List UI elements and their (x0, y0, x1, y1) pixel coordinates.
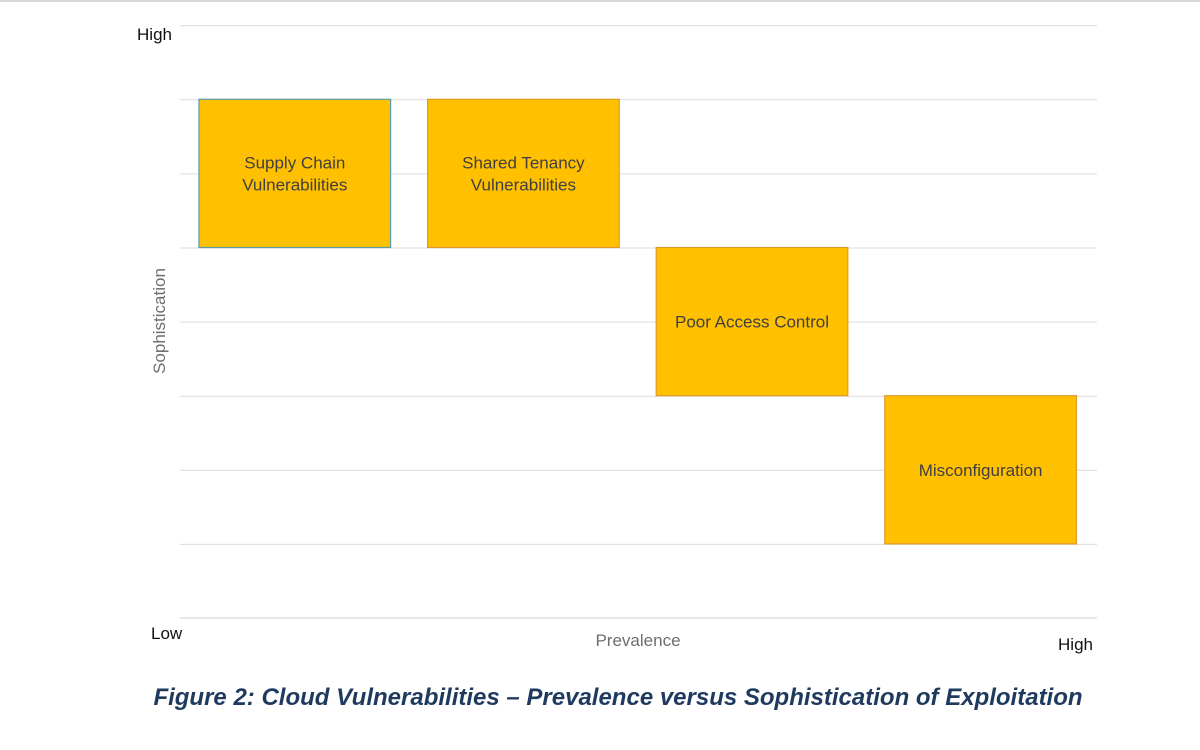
x-axis-high-label: High (1058, 635, 1093, 654)
axis-low-label: Low (151, 624, 183, 643)
y-axis-high-label: High (137, 25, 172, 44)
figure-caption: Figure 2: Cloud Vulnerabilities – Preval… (153, 684, 1083, 711)
quadrant-box (884, 395, 1077, 545)
y-axis-title: Sophistication (150, 268, 169, 374)
x-axis-title: Prevalence (595, 631, 680, 650)
quadrant-box (655, 246, 849, 397)
box-label: Misconfiguration (919, 461, 1043, 480)
box-label: Poor Access Control (675, 313, 829, 332)
quadrant-box (427, 98, 620, 249)
chart: Supply Chain Vulnerabilities Shared Tenanc… (137, 25, 1097, 654)
quadrant-box (198, 98, 392, 249)
top-rule (0, 0, 1200, 2)
box-label: Supply Chain Vulnerabilities (242, 153, 347, 194)
box-label: Shared Tenancy Vulnerabilities (462, 153, 585, 194)
